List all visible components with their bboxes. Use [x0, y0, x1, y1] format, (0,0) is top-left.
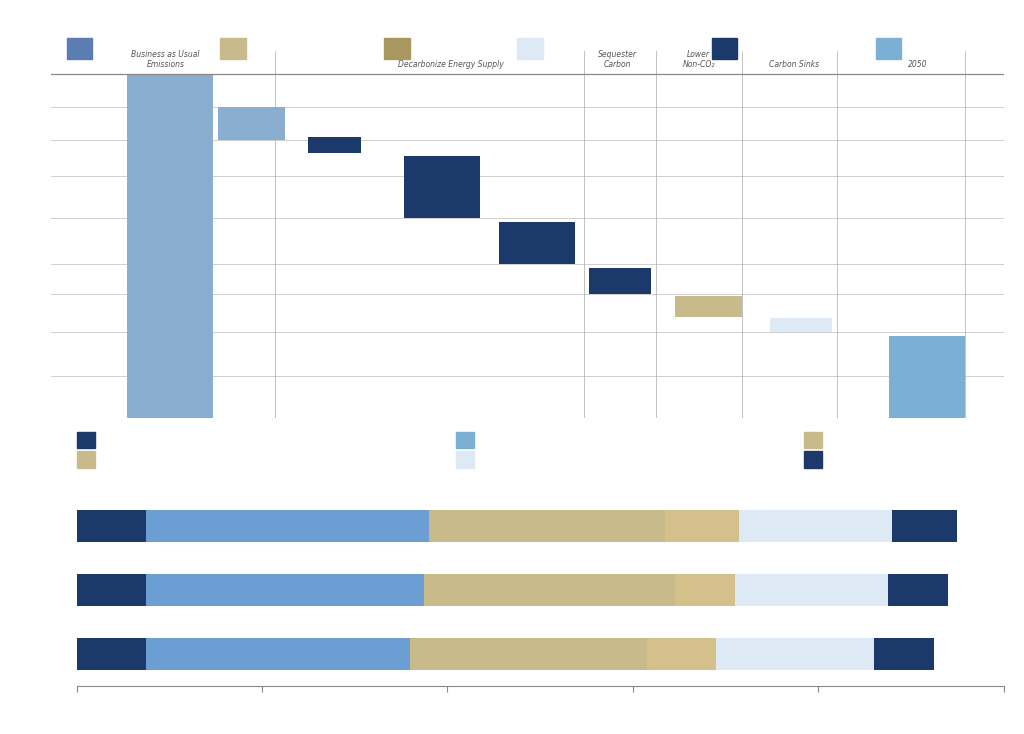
Bar: [403, 156, 479, 219]
Text: Carbon Sinks: Carbon Sinks: [769, 60, 819, 70]
Bar: [77, 574, 146, 606]
Bar: [666, 509, 739, 542]
Bar: [889, 336, 966, 418]
Bar: [146, 509, 429, 542]
Bar: [411, 638, 647, 670]
Bar: [499, 222, 574, 264]
Bar: [716, 638, 873, 670]
Bar: [892, 509, 957, 542]
Bar: [77, 638, 146, 670]
Bar: [675, 574, 735, 606]
Text: Lower
Non-CO₂: Lower Non-CO₂: [683, 50, 715, 70]
Bar: [735, 574, 888, 606]
Bar: [873, 638, 934, 670]
Text: Sequester
Carbon: Sequester Carbon: [598, 50, 637, 70]
Bar: [429, 509, 666, 542]
Bar: [146, 638, 411, 670]
Bar: [308, 137, 360, 153]
Bar: [647, 638, 716, 670]
Bar: [127, 74, 213, 418]
Bar: [146, 574, 424, 606]
Bar: [739, 509, 892, 542]
Bar: [589, 268, 651, 294]
Bar: [218, 107, 285, 140]
Bar: [424, 574, 675, 606]
Text: Business as Usual
Emissions: Business as Usual Emissions: [131, 50, 200, 70]
Bar: [77, 509, 146, 542]
Bar: [675, 296, 741, 317]
Text: Decarbonize Energy Supply: Decarbonize Energy Supply: [398, 60, 504, 70]
Text: 2050: 2050: [908, 60, 928, 70]
Bar: [770, 319, 833, 332]
Bar: [888, 574, 948, 606]
